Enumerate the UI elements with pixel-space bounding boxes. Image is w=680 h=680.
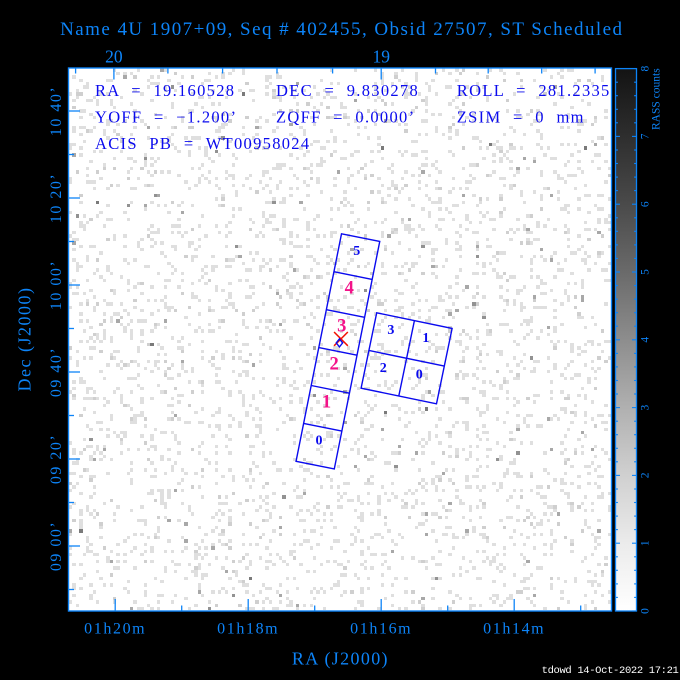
svg-text:10 20’: 10 20’ <box>48 173 65 223</box>
svg-text:Dec (J2000): Dec (J2000) <box>15 287 36 392</box>
svg-text:1: 1 <box>422 331 429 346</box>
svg-text:01h20m: 01h20m <box>84 621 146 638</box>
svg-text:RA = 19.160528: RA = 19.160528 <box>95 81 235 100</box>
svg-text:4: 4 <box>345 279 354 299</box>
svg-text:6: 6 <box>640 201 652 207</box>
svg-text:0: 0 <box>316 434 323 449</box>
svg-text:01h14m: 01h14m <box>483 621 545 638</box>
svg-text:4: 4 <box>640 337 652 343</box>
svg-text:09 20’: 09 20’ <box>48 434 65 484</box>
svg-text:Name 4U 1907+09, Seq # 402455,: Name 4U 1907+09, Seq # 402455, Obsid 275… <box>60 19 623 40</box>
svg-text:5: 5 <box>353 244 360 259</box>
svg-text:10 40’: 10 40’ <box>48 86 65 136</box>
svg-text:7: 7 <box>640 133 652 139</box>
svg-text:0: 0 <box>416 367 423 382</box>
svg-text:ZSIM = 0 mm: ZSIM = 0 mm <box>457 108 585 127</box>
svg-text:5: 5 <box>640 269 652 275</box>
svg-text:RASS counts: RASS counts <box>651 68 663 130</box>
svg-text:3: 3 <box>640 404 652 410</box>
svg-text:DEC = 9.830278: DEC = 9.830278 <box>276 81 419 100</box>
svg-text:20: 20 <box>105 47 123 67</box>
svg-text:8: 8 <box>640 65 652 71</box>
svg-text:09 00’: 09 00’ <box>48 521 65 571</box>
svg-text:1: 1 <box>322 392 331 412</box>
svg-text:2: 2 <box>640 472 652 478</box>
svg-text:0: 0 <box>640 608 652 614</box>
svg-text:09 40’: 09 40’ <box>48 347 65 397</box>
svg-text:3: 3 <box>387 323 394 338</box>
svg-text:YOFF = −1.200’: YOFF = −1.200’ <box>95 108 237 127</box>
svg-text:3: 3 <box>337 317 346 337</box>
svg-text:01h16m: 01h16m <box>350 621 412 638</box>
svg-text:tdowd 14-Oct-2022 17:21: tdowd 14-Oct-2022 17:21 <box>542 665 679 677</box>
svg-text:01h18m: 01h18m <box>217 621 279 638</box>
svg-text:ZQFF = 0.0000’: ZQFF = 0.0000’ <box>276 108 415 127</box>
svg-text:ROLL = 281.2335: ROLL = 281.2335 <box>457 81 611 100</box>
svg-text:19: 19 <box>372 47 390 67</box>
svg-text:2: 2 <box>329 354 338 374</box>
svg-text:1: 1 <box>640 540 652 546</box>
svg-text:2: 2 <box>380 361 387 376</box>
svg-text:RA (J2000): RA (J2000) <box>292 649 389 670</box>
svg-text:10 00’: 10 00’ <box>48 260 65 310</box>
svg-text:ACIS PB = WT00958024: ACIS PB = WT00958024 <box>95 134 310 153</box>
